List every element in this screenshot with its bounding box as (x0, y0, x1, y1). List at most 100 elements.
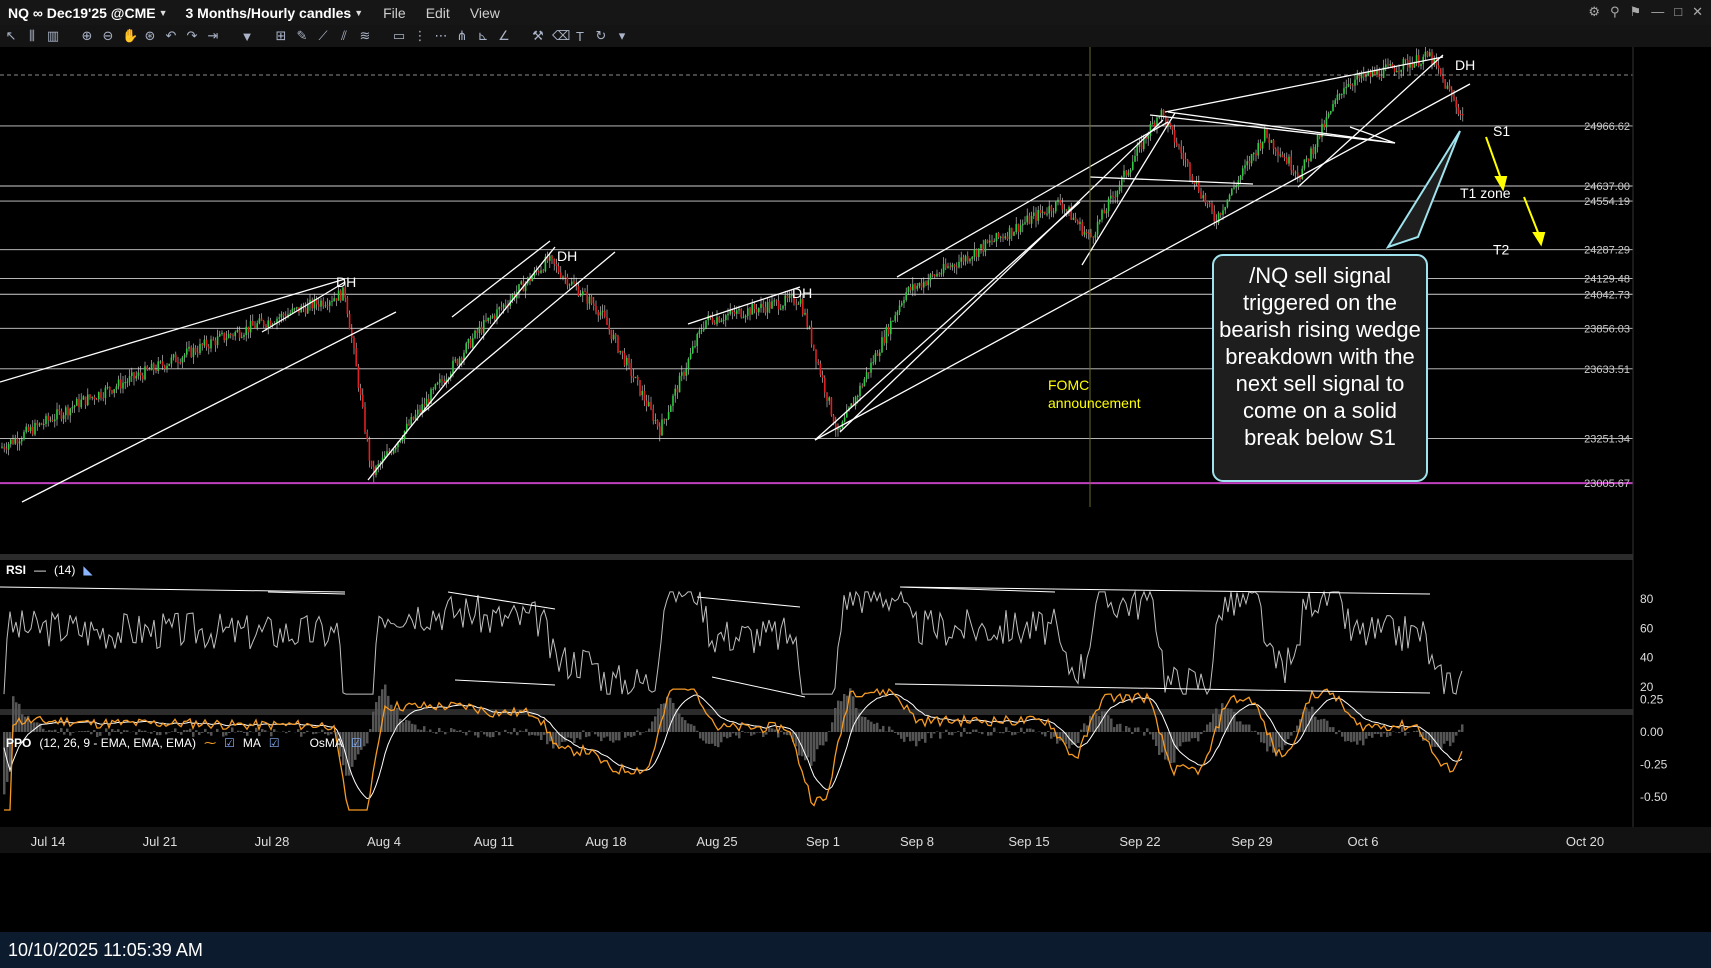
osma-bar (1428, 732, 1431, 741)
candle-body (1437, 65, 1440, 69)
candle-body (1039, 209, 1042, 213)
symbol-selector[interactable]: NQ ∞ Dec19'25 @CME (8, 4, 156, 21)
candles-icon[interactable]: ▥ (46, 28, 60, 43)
candle-body (1420, 64, 1422, 66)
channel-icon[interactable]: ⫽ (341, 28, 347, 43)
hand-icon[interactable]: ✋ (122, 28, 139, 43)
osma-bar (669, 697, 672, 732)
osma-bar (1437, 732, 1440, 748)
candle-body (938, 273, 940, 275)
candle-body (247, 326, 250, 333)
dropdown-icon[interactable]: ▼ (240, 28, 254, 44)
zoom-in-icon[interactable]: ⊕ (81, 28, 93, 43)
rectangle-icon[interactable]: ▭ (392, 28, 406, 43)
osma-bar (597, 732, 600, 737)
candle-body (1019, 225, 1022, 233)
osma-bar (12, 696, 15, 732)
undo-icon[interactable]: ↶ (165, 28, 177, 43)
tool-icon[interactable]: ⚒ (532, 28, 544, 43)
candle-body (144, 366, 146, 380)
chevron-down-icon[interactable]: ▼ (354, 7, 364, 18)
link-icon[interactable]: ⚲ (1610, 4, 1620, 19)
candle-body (872, 362, 874, 364)
pencil-icon[interactable]: ✎ (296, 28, 308, 43)
checkbox-icon[interactable]: ☑ (224, 736, 235, 750)
candle-body (918, 283, 921, 286)
grid-icon[interactable]: ⊞ (275, 28, 287, 43)
minimize-icon[interactable]: — (1651, 4, 1665, 19)
osma-bar (1179, 732, 1182, 747)
trendline-icon[interactable]: ⟋ (318, 28, 328, 43)
angle-icon[interactable]: ∠ (498, 28, 510, 43)
candle-body (859, 385, 861, 396)
osma-bar (1185, 732, 1188, 742)
osma-bar (990, 732, 993, 736)
cycle-icon[interactable]: ⋯ (434, 28, 448, 43)
candle-body (916, 285, 918, 289)
bars-icon[interactable]: ⫼ (29, 28, 35, 43)
ppo-legend-ma: MA (242, 736, 261, 750)
text-tool-icon[interactable]: T (576, 28, 584, 44)
maximize-icon[interactable]: □ (1674, 4, 1683, 19)
menu-file[interactable]: File (383, 4, 406, 21)
osma-bar (1182, 732, 1185, 743)
cursor-icon[interactable]: ↖ (5, 28, 17, 43)
osma-bar (1371, 732, 1374, 738)
osma-bar (210, 732, 213, 736)
osma-bar (705, 732, 708, 744)
checkbox-icon[interactable]: ☑ (268, 736, 280, 750)
candle-body (945, 263, 947, 268)
candle-body (1099, 219, 1101, 222)
menu-edit[interactable]: Edit (425, 4, 450, 21)
close-icon[interactable]: ✕ (1692, 4, 1703, 19)
osma-bar (393, 709, 396, 732)
candle-body (1457, 107, 1460, 114)
candle-body (1173, 129, 1176, 143)
x-axis-label: Sep 1 (806, 834, 840, 849)
level-value-label: 24966.62 (1584, 121, 1630, 133)
settings-icon[interactable]: ◣ (83, 563, 93, 577)
chart-area[interactable]: 25300.0025100.0024900.0024700.0024500.00… (0, 47, 1711, 932)
chevron-down-icon[interactable]: ▼ (158, 7, 168, 18)
candle-body (111, 390, 113, 393)
menu-view[interactable]: View (469, 4, 500, 21)
candle-body (1050, 206, 1053, 212)
pitchfork-icon[interactable]: ⋔ (456, 28, 468, 43)
candle-body (1090, 233, 1092, 237)
zoom-out-icon[interactable]: ⊖ (102, 28, 114, 43)
period-selector[interactable]: 3 Months/Hourly candles (185, 4, 352, 21)
eraser-icon[interactable]: ⌫ (552, 28, 571, 43)
candle-body (1026, 215, 1028, 223)
candle-body (641, 390, 643, 396)
osma-bar (756, 732, 759, 733)
candle-body (1255, 153, 1257, 156)
measure-icon[interactable]: ⊾ (477, 28, 489, 43)
osma-bar (339, 732, 342, 757)
pin-icon[interactable]: ⚑ (1629, 4, 1642, 19)
arrow-icon[interactable]: ⇥ (207, 28, 219, 43)
checkbox-icon[interactable]: ☑ (350, 736, 362, 750)
redo-icon[interactable]: ↷ (186, 28, 198, 43)
osma-bar (1332, 727, 1335, 732)
help-icon[interactable]: ⚙ (1588, 4, 1601, 19)
osma-bar (1455, 732, 1458, 736)
fib-icon[interactable]: ≋ (359, 28, 371, 43)
candle-body (806, 312, 808, 328)
osma-bar (168, 732, 171, 733)
candle-body (474, 330, 476, 339)
candle-body (1213, 211, 1215, 222)
candle-body (1096, 221, 1099, 235)
osma-bar (1149, 732, 1152, 735)
refresh-icon[interactable]: ↻ (595, 28, 607, 43)
candle-body (221, 332, 223, 334)
candle-body (1378, 70, 1380, 78)
candle-body (205, 339, 208, 347)
crosshair-icon[interactable]: ⊛ (144, 28, 156, 43)
osma-bar (1275, 732, 1278, 757)
gann-icon[interactable]: ⋮ (413, 28, 427, 43)
dropdown-icon[interactable]: ▾ (618, 28, 626, 43)
osma-bar (1086, 725, 1089, 732)
candle-body (489, 317, 492, 319)
candle-body (951, 264, 954, 268)
rsi-line (3, 590, 1463, 696)
